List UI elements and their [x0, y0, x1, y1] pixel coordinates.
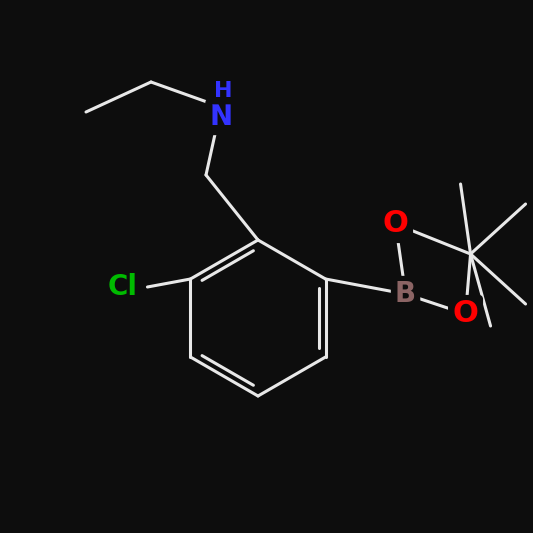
Text: H: H	[214, 81, 232, 101]
Text: O: O	[383, 209, 408, 238]
Text: O: O	[453, 300, 479, 328]
Text: N: N	[209, 103, 232, 131]
Text: Cl: Cl	[108, 273, 138, 301]
Text: B: B	[395, 280, 416, 308]
